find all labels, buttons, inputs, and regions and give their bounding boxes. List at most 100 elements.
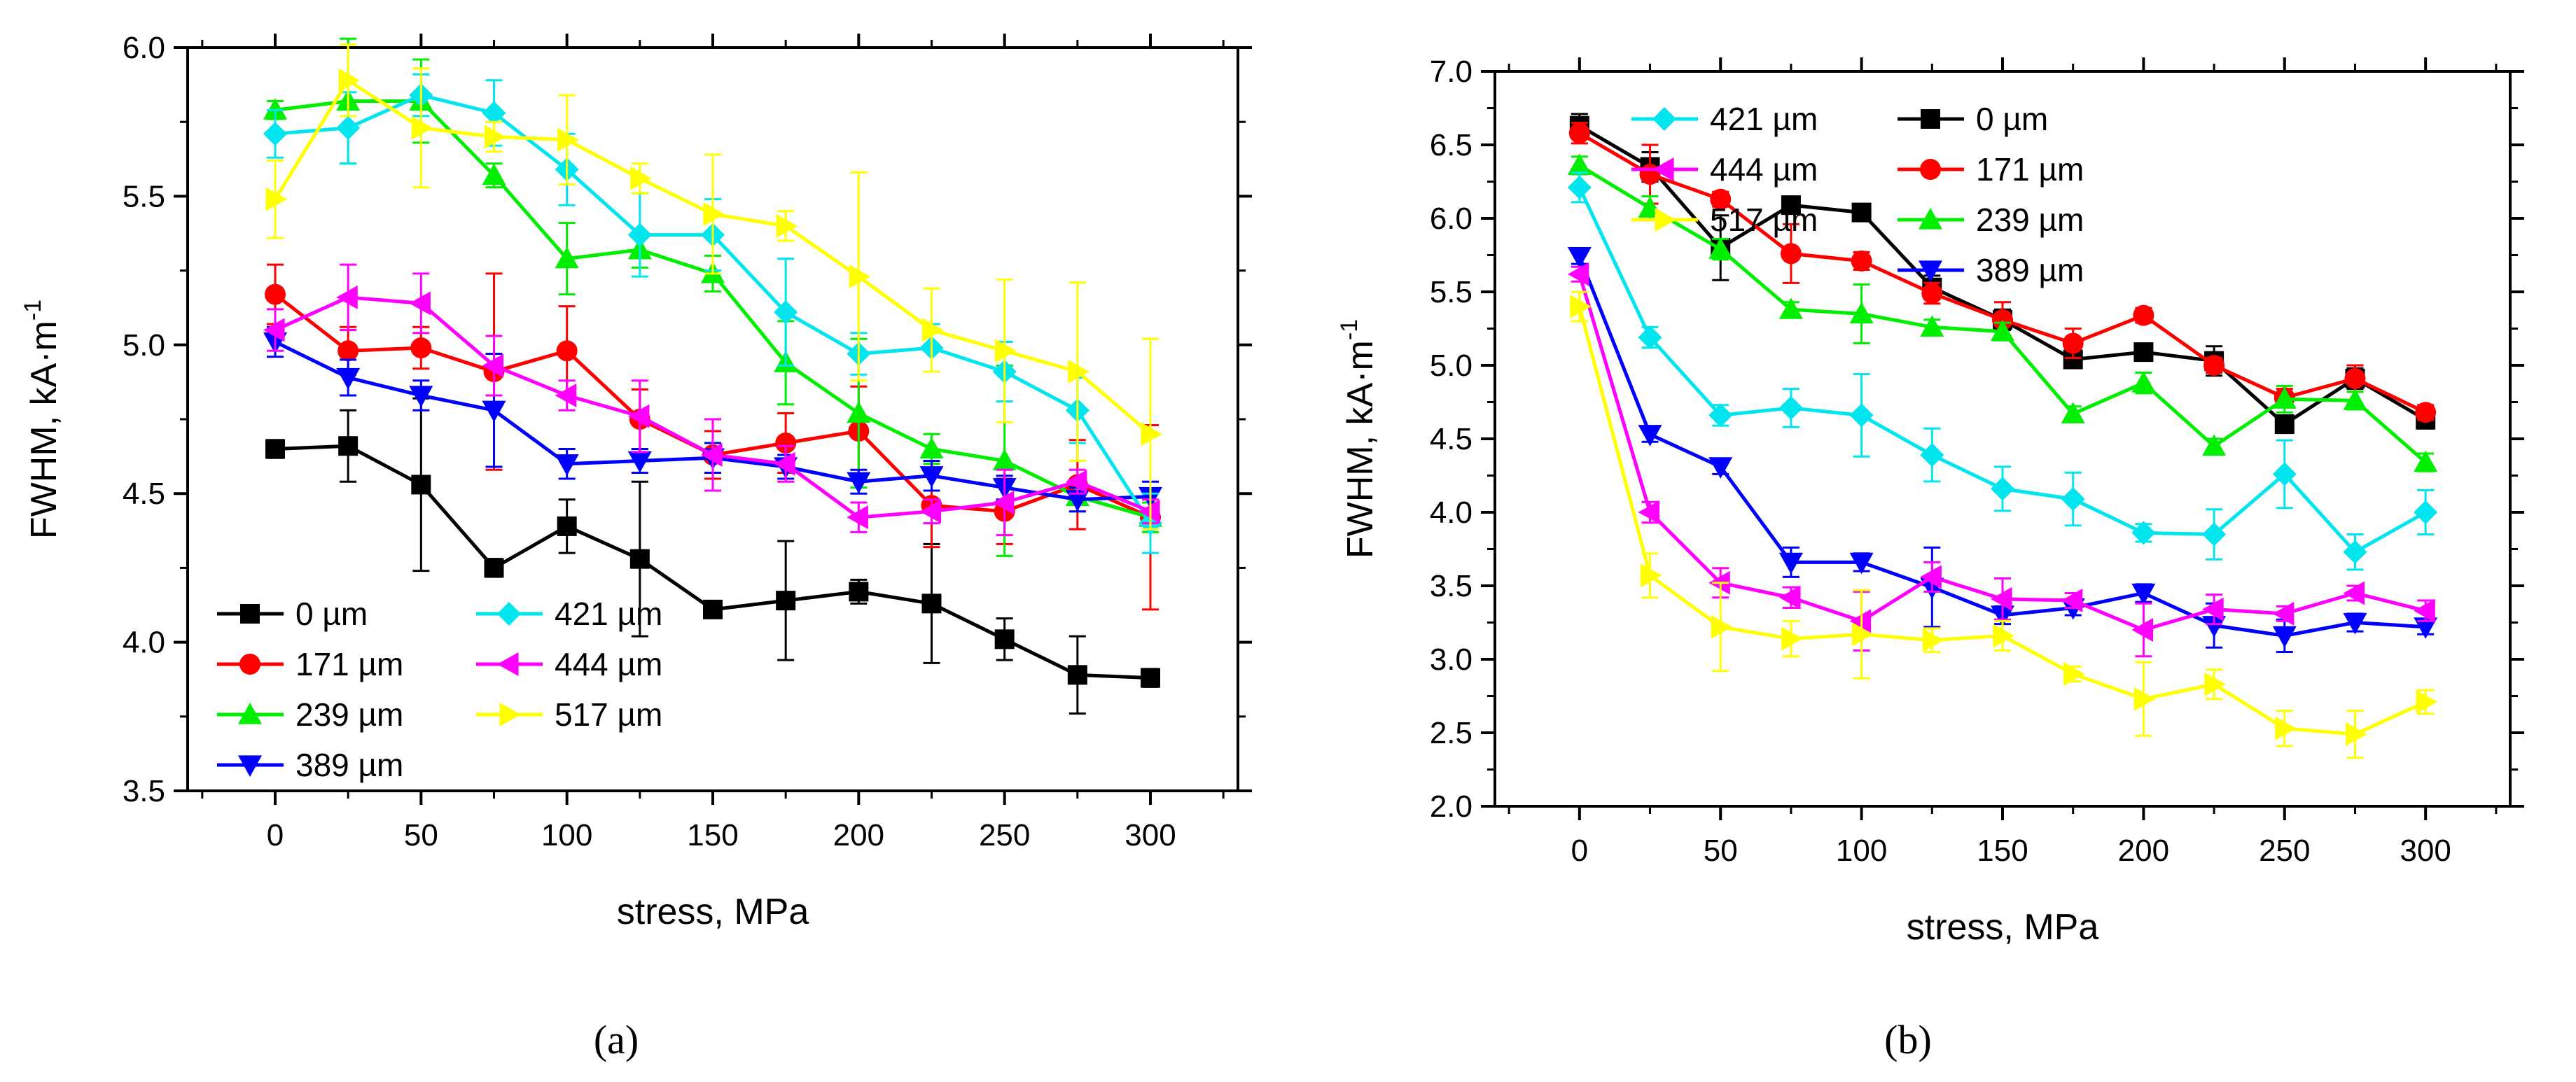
legend-label: 421 µm [555, 596, 662, 632]
data-point [265, 439, 285, 459]
x-tick-label: 0 [1571, 834, 1588, 868]
data-point [1570, 295, 1592, 318]
data-point [2133, 304, 2154, 326]
data-point [411, 475, 431, 495]
panel-label: (b) [1884, 1017, 1932, 1062]
legend-item: 239 µm [217, 696, 403, 733]
data-point [2063, 662, 2085, 686]
data-point [1638, 325, 1662, 350]
data-point [2204, 672, 2227, 696]
legend-marker [1919, 208, 1942, 230]
data-point [338, 436, 358, 456]
data-point [2343, 540, 2367, 564]
data-point [336, 285, 358, 309]
y-axis-label-text: FWHM, kA·m [1340, 340, 1381, 558]
series-5 [263, 263, 1160, 537]
data-point [2202, 616, 2227, 638]
data-point [1711, 614, 1733, 639]
data-point [1851, 250, 1872, 272]
data-point [2343, 581, 2365, 605]
plot-area [263, 37, 1162, 715]
y-tick-label: 2.5 [1430, 716, 1473, 750]
legend-marker [1652, 107, 1676, 131]
data-point [849, 265, 871, 289]
legend-label: 517 µm [555, 696, 662, 733]
series-4 [1567, 171, 2438, 571]
legend-marker [240, 604, 260, 624]
legend-marker [238, 755, 262, 777]
data-point [1065, 490, 1089, 512]
legend-item: 171 µm [217, 646, 403, 682]
data-point [2414, 617, 2438, 639]
data-point [556, 340, 578, 362]
data-point [1567, 153, 1592, 175]
y-axis: 2.0 2.5 3.0 3.5 4.0 4.5 5.0 5.5 6.0 6.5 7.0 [1430, 55, 2524, 824]
legend-item: 444 µm [476, 646, 662, 682]
y-tick-label: 5.5 [123, 179, 165, 213]
chart-panel-a: 0 50 100 150 200 250 300 3.5 4.0 4.5 5.0 5.5 6.0 stre… [20, 31, 1252, 1062]
data-point [409, 386, 433, 408]
legend-label: 0 µm [295, 596, 368, 632]
y-axis-label-text: FWHM, kA·m [24, 321, 64, 539]
data-point [263, 318, 285, 342]
legend-item: 517 µm [476, 696, 662, 733]
data-point [1708, 403, 1733, 428]
legend-item: 517 µm [1631, 202, 1818, 238]
data-point [847, 472, 871, 494]
x-tick-label: 200 [833, 818, 884, 852]
data-point [774, 300, 798, 325]
legend-item: 389 µm [217, 747, 403, 783]
x-tick-label: 50 [1704, 834, 1738, 868]
data-point [484, 125, 506, 149]
data-point [1991, 477, 2014, 501]
y-tick-label: 7.0 [1430, 55, 1473, 89]
data-point [2131, 371, 2156, 393]
legend-marker [1921, 109, 1940, 129]
data-point [2272, 462, 2297, 486]
data-point [484, 558, 504, 578]
y-tick-label: 3.5 [1430, 569, 1473, 603]
legend-label: 171 µm [295, 646, 403, 682]
y-tick-label: 6.5 [1430, 128, 1473, 162]
data-point [921, 318, 944, 342]
data-point [774, 451, 795, 476]
series-0 [265, 397, 1160, 715]
data-point [336, 367, 361, 390]
data-point [2344, 367, 2366, 389]
legend-label: 389 µm [295, 747, 403, 783]
legend-label: 171 µm [1976, 151, 2084, 188]
series-2 [1567, 153, 2438, 472]
data-point [410, 337, 432, 359]
data-point [265, 187, 287, 211]
legend-item: 171 µm [1898, 151, 2084, 188]
data-point [2415, 402, 2437, 423]
data-point [995, 339, 1017, 363]
data-point [919, 499, 942, 524]
y-tick-label: 4.5 [1430, 422, 1473, 456]
data-point [1708, 457, 1733, 479]
x-tick-label: 100 [1836, 834, 1887, 868]
legend-marker [1652, 157, 1674, 181]
x-tick-label: 300 [1125, 818, 1176, 852]
data-point [263, 122, 287, 146]
data-point [2343, 612, 2367, 635]
y-axis-label-superscript: -1 [1336, 319, 1363, 340]
data-point [1778, 552, 1803, 575]
data-point [1638, 425, 1662, 447]
data-point [1567, 175, 1592, 199]
legend-marker [1919, 260, 1942, 282]
data-point [265, 283, 286, 305]
x-tick-label: 150 [687, 818, 738, 852]
series-6 [265, 43, 1162, 531]
data-point [992, 449, 1017, 471]
data-point [1852, 622, 1874, 647]
x-axis-label: stress, MPa [1907, 907, 2099, 948]
data-point [1920, 565, 1942, 589]
data-point [1638, 500, 1660, 524]
x-tick-label: 250 [979, 818, 1030, 852]
legend-label: 389 µm [1976, 252, 2084, 288]
data-point [1778, 585, 1801, 610]
data-point [1068, 360, 1089, 384]
y-tick-label: 4.0 [123, 626, 165, 660]
data-point [1849, 609, 1872, 633]
